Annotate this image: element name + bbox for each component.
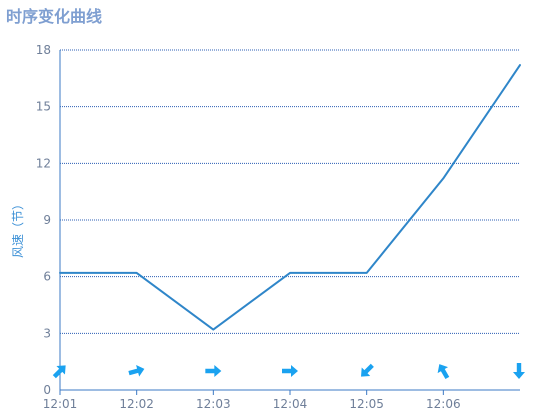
arrow-icon	[52, 365, 66, 379]
y-tick-label: 12	[36, 156, 51, 170]
x-tick-label: 12:04	[273, 397, 308, 411]
arrow-shape	[513, 363, 525, 379]
arrow-shape	[52, 365, 66, 379]
arrow-shape	[282, 365, 298, 377]
arrow-icon	[205, 365, 222, 377]
x-tick-label: 12:06	[426, 397, 461, 411]
axes	[59, 50, 520, 395]
arrow-icon	[513, 363, 525, 379]
y-tick-label: 15	[36, 100, 51, 114]
arrow-shape	[361, 363, 374, 377]
series-layer	[59, 64, 521, 331]
arrow-shape	[437, 364, 450, 380]
y-tick-label: 6	[43, 270, 51, 284]
chart-title: 时序变化曲线	[6, 7, 103, 26]
arrow-icon	[361, 363, 374, 377]
y-tick-label: 18	[36, 43, 51, 57]
series-line	[59, 64, 521, 331]
x-tick-label: 12:03	[196, 397, 231, 411]
arrow-icon	[282, 365, 298, 377]
arrow-shape	[128, 364, 145, 377]
arrow-shape	[205, 365, 222, 377]
y-axis-label: 风速（节）	[11, 198, 25, 258]
x-tick-label: 12:05	[349, 397, 384, 411]
arrow-icon	[128, 364, 145, 377]
grid-lines	[60, 49, 520, 334]
y-tick-label: 3	[43, 326, 51, 340]
x-tick-label: 12:01	[43, 397, 78, 411]
wind-arrows	[52, 363, 525, 380]
y-tick-label: 0	[43, 383, 51, 397]
y-tick-label: 9	[43, 213, 51, 227]
x-tick-label: 12:02	[119, 397, 154, 411]
arrow-icon	[437, 364, 450, 380]
tick-labels: 0 3 6 9 12 15 18 12:01 12:02 12:03 12:04 12:05 12:06	[36, 43, 461, 411]
